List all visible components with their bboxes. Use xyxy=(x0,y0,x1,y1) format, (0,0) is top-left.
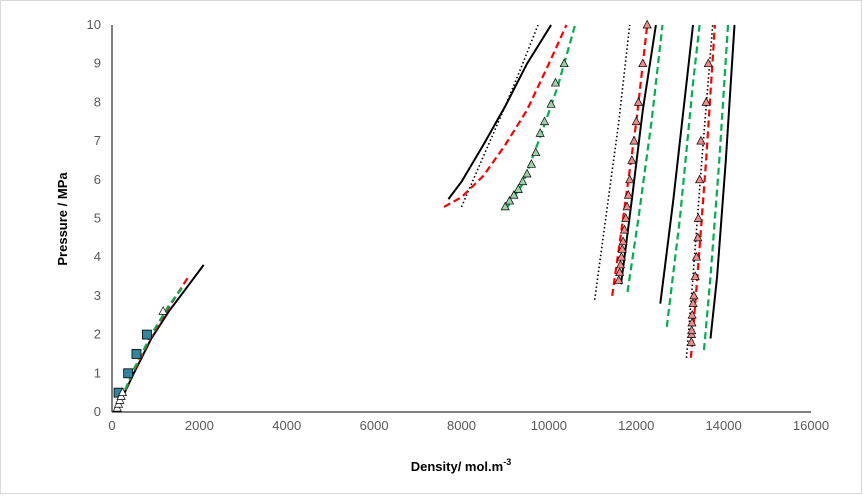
y-tick-label: 3 xyxy=(94,288,101,303)
y-tick-label: 4 xyxy=(94,249,101,264)
data-point-triangle xyxy=(618,236,628,246)
x-tick-label: 0 xyxy=(108,418,115,433)
y-tick-label: 9 xyxy=(94,56,101,71)
data-point-triangle xyxy=(691,251,702,261)
data-point-triangle xyxy=(693,213,703,222)
data-point-triangle xyxy=(687,317,697,327)
data-point-triangle xyxy=(687,325,697,335)
marker-layer xyxy=(112,19,713,412)
data-point-triangle xyxy=(631,116,641,126)
data-point-triangle xyxy=(693,232,703,242)
data-point-triangle xyxy=(550,77,561,87)
data-point-triangle xyxy=(701,97,711,106)
y-tick-label: 6 xyxy=(94,172,101,187)
data-point-triangle xyxy=(686,337,696,346)
data-point-triangle xyxy=(690,271,700,280)
x-axis-title: Density/ mol.m-3 xyxy=(411,457,511,474)
data-point-triangle xyxy=(616,251,626,261)
data-point-square xyxy=(123,368,134,379)
y-tick-label: 1 xyxy=(94,365,101,380)
x-tick-label: 10000 xyxy=(531,418,567,433)
series-line-green-dashed xyxy=(506,24,577,208)
data-point-triangle xyxy=(696,135,706,145)
x-tick-label: 14000 xyxy=(706,418,742,433)
data-point-triangle xyxy=(627,155,637,164)
y-tick-label: 10 xyxy=(87,17,101,32)
y-tick-labels: 0 1 2 3 4 5 6 7 8 9 10 xyxy=(87,17,101,419)
series-layer xyxy=(115,24,736,411)
y-tick-label: 7 xyxy=(94,133,101,148)
data-point-triangle xyxy=(513,184,523,193)
data-point-triangle xyxy=(633,97,644,106)
series-line-black-solid xyxy=(659,24,694,304)
data-point-triangle xyxy=(689,290,699,300)
series-line-red-dashed xyxy=(443,24,568,208)
data-point-triangle xyxy=(629,135,639,145)
data-point-triangle xyxy=(703,58,713,68)
data-point-triangle xyxy=(539,116,550,126)
series-line-black-solid xyxy=(620,24,657,285)
data-point-triangle xyxy=(518,176,528,186)
data-point-triangle xyxy=(526,159,536,168)
x-tick-label: 8000 xyxy=(447,418,476,433)
series-line-green-dashed xyxy=(665,24,701,328)
data-point-triangle xyxy=(688,298,698,307)
data-point-triangle xyxy=(614,275,624,284)
data-point-triangle xyxy=(615,259,626,269)
x-tick-label: 12000 xyxy=(618,418,654,433)
data-point-triangle xyxy=(621,213,631,222)
data-point-triangle xyxy=(622,201,632,211)
y-tick-label: 8 xyxy=(94,94,101,109)
y-axis-title: Pressure / MPa xyxy=(55,172,70,266)
series-line-black-dotted xyxy=(460,24,539,208)
series-line-black-dotted xyxy=(685,24,714,358)
series-line-red-dashed xyxy=(611,24,649,297)
data-point-triangle xyxy=(625,174,635,184)
x-tick-labels: 0 2000 4000 6000 8000 10000 12000 14000 16000 xyxy=(108,418,829,433)
series-line-green-dashed xyxy=(702,24,730,351)
data-point-triangle xyxy=(687,310,697,319)
data-point-triangle xyxy=(623,190,633,199)
series-line-red-dashed xyxy=(115,276,190,411)
x-tick-label: 2000 xyxy=(185,418,214,433)
data-point-triangle xyxy=(559,58,569,68)
y-tick-label: 5 xyxy=(94,211,101,226)
data-point-triangle xyxy=(638,58,648,68)
x-axis-title-superscript: -3 xyxy=(503,457,511,467)
series-line-black-solid xyxy=(447,24,552,200)
data-point-triangle xyxy=(617,244,627,253)
series-line-red-dashed xyxy=(689,24,716,358)
series-line-black-solid xyxy=(115,264,205,411)
y-tick-label: 0 xyxy=(94,404,101,419)
x-axis-title-main: Density/ mol.m xyxy=(411,459,503,474)
x-tick-label: 6000 xyxy=(360,418,389,433)
y-tick-label: 2 xyxy=(94,327,101,342)
data-point-triangle xyxy=(546,99,556,108)
series-line-green-dashed xyxy=(626,24,664,293)
data-point-triangle xyxy=(615,267,625,277)
data-point-triangle xyxy=(509,190,519,199)
x-tick-label: 4000 xyxy=(272,418,301,433)
data-point-square xyxy=(131,349,142,359)
data-point-triangle xyxy=(642,19,652,29)
series-line-black-dotted xyxy=(593,24,631,300)
data-point-triangle xyxy=(117,387,128,396)
data-point-triangle xyxy=(158,306,168,315)
data-point-square xyxy=(142,329,152,340)
data-point-triangle xyxy=(535,128,545,137)
x-tick-label: 16000 xyxy=(793,418,829,433)
data-point-triangle xyxy=(500,201,510,211)
data-point-triangle xyxy=(619,224,630,234)
data-point-triangle xyxy=(504,195,515,205)
data-point-triangle xyxy=(695,174,705,184)
data-point-triangle xyxy=(531,147,541,157)
series-line-black-solid xyxy=(709,24,736,339)
data-point-triangle xyxy=(522,168,532,178)
